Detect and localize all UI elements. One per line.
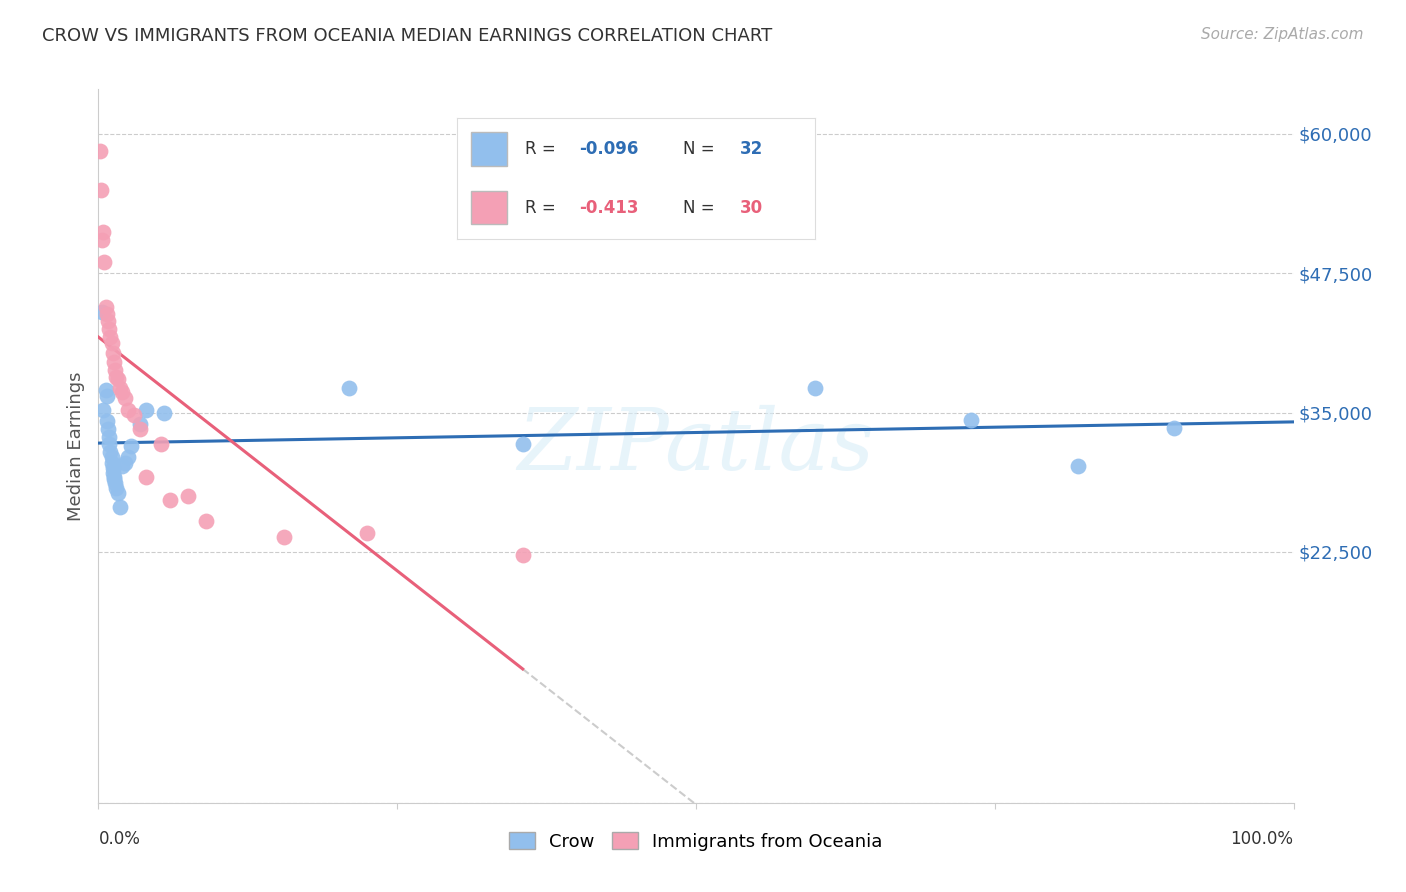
Point bbox=[114, 391, 136, 405]
Point bbox=[96, 307, 118, 321]
Point bbox=[93, 255, 115, 269]
Point bbox=[108, 500, 131, 515]
Point bbox=[107, 372, 129, 386]
Text: ZIPatlas: ZIPatlas bbox=[517, 405, 875, 487]
Point bbox=[159, 492, 181, 507]
Point bbox=[91, 305, 114, 319]
Point bbox=[107, 485, 129, 500]
Point bbox=[101, 346, 124, 360]
Point bbox=[111, 458, 134, 473]
Point bbox=[1163, 421, 1185, 435]
Point bbox=[105, 481, 128, 495]
Point bbox=[100, 450, 122, 464]
Point bbox=[98, 430, 121, 444]
Point bbox=[96, 414, 118, 428]
Text: 100.0%: 100.0% bbox=[1230, 830, 1294, 847]
Text: Source: ZipAtlas.com: Source: ZipAtlas.com bbox=[1201, 27, 1364, 42]
Point bbox=[512, 436, 534, 450]
Point bbox=[104, 475, 127, 490]
Point bbox=[177, 489, 200, 503]
Point bbox=[103, 472, 125, 486]
Point bbox=[120, 439, 142, 453]
Point bbox=[129, 422, 152, 436]
Point bbox=[96, 389, 118, 403]
Text: 0.0%: 0.0% bbox=[98, 830, 141, 847]
Legend: Crow, Immigrants from Oceania: Crow, Immigrants from Oceania bbox=[502, 825, 890, 858]
Point bbox=[98, 444, 122, 458]
Point bbox=[153, 405, 176, 419]
Point bbox=[117, 403, 139, 417]
Point bbox=[97, 314, 120, 328]
Text: CROW VS IMMIGRANTS FROM OCEANIA MEDIAN EARNINGS CORRELATION CHART: CROW VS IMMIGRANTS FROM OCEANIA MEDIAN E… bbox=[42, 27, 772, 45]
Point bbox=[97, 422, 120, 436]
Point bbox=[149, 436, 172, 450]
Point bbox=[101, 466, 124, 480]
Point bbox=[1067, 458, 1090, 473]
Point bbox=[960, 413, 983, 427]
Point bbox=[117, 450, 139, 464]
Point bbox=[91, 233, 114, 247]
Point bbox=[94, 300, 117, 314]
Point bbox=[339, 381, 361, 395]
Point bbox=[98, 322, 121, 336]
Point bbox=[91, 225, 114, 239]
Point bbox=[108, 381, 131, 395]
Point bbox=[135, 403, 157, 417]
Point bbox=[89, 144, 111, 158]
Point bbox=[114, 456, 136, 470]
Y-axis label: Median Earnings: Median Earnings bbox=[66, 371, 84, 521]
Point bbox=[98, 436, 121, 450]
Point bbox=[90, 182, 112, 196]
Point bbox=[135, 470, 157, 484]
Point bbox=[804, 381, 827, 395]
Point bbox=[100, 456, 122, 470]
Point bbox=[103, 355, 125, 369]
Point bbox=[91, 403, 114, 417]
Point bbox=[512, 548, 534, 563]
Point bbox=[111, 385, 134, 400]
Point bbox=[104, 363, 127, 377]
Point bbox=[98, 329, 122, 343]
Point bbox=[195, 514, 218, 528]
Point bbox=[94, 384, 117, 398]
Point bbox=[105, 369, 128, 384]
Point bbox=[273, 530, 295, 544]
Point bbox=[100, 336, 122, 351]
Point bbox=[129, 417, 152, 431]
Point bbox=[124, 408, 146, 422]
Point bbox=[356, 525, 378, 540]
Point bbox=[103, 470, 125, 484]
Point bbox=[101, 461, 124, 475]
